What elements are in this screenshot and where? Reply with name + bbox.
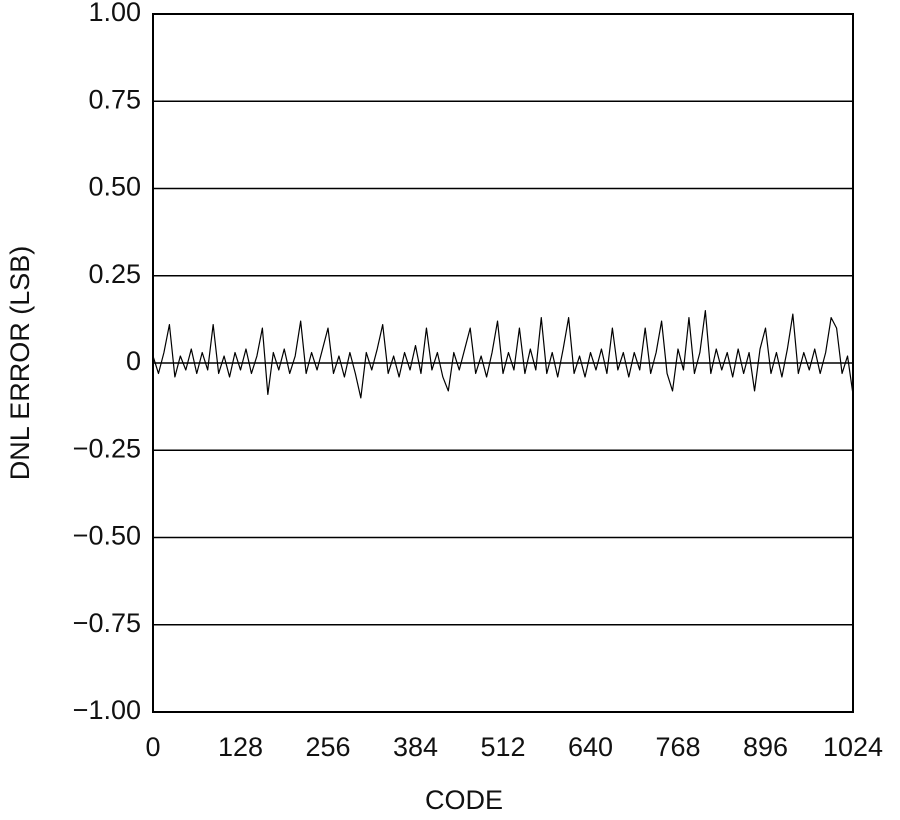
x-tick-label: 640	[568, 732, 613, 762]
x-tick-label: 0	[145, 732, 160, 762]
y-tick-label: 0.25	[88, 259, 141, 289]
y-tick-label: 0.50	[88, 172, 141, 202]
x-tick-label: 512	[480, 732, 525, 762]
y-tick-label: −0.50	[73, 521, 141, 551]
y-axis-label: DNL ERROR (LSB)	[5, 246, 35, 481]
x-tick-label: 128	[218, 732, 263, 762]
plot-frame	[152, 13, 854, 713]
y-tick-label: −1.00	[73, 695, 141, 725]
data-line	[152, 310, 854, 399]
y-tick-label: 0	[126, 346, 141, 376]
x-tick-label: 768	[655, 732, 700, 762]
x-tick-label: 384	[393, 732, 438, 762]
y-tick-label: 1.00	[88, 0, 141, 27]
x-tick-label: 896	[743, 732, 788, 762]
y-tick-label: 0.75	[88, 84, 141, 114]
x-tick-label: 256	[305, 732, 350, 762]
y-tick-label: −0.25	[73, 433, 141, 463]
x-axis-label: CODE	[425, 785, 503, 815]
x-tick-label: 1024	[823, 732, 883, 762]
y-tick-label: −0.75	[73, 608, 141, 638]
